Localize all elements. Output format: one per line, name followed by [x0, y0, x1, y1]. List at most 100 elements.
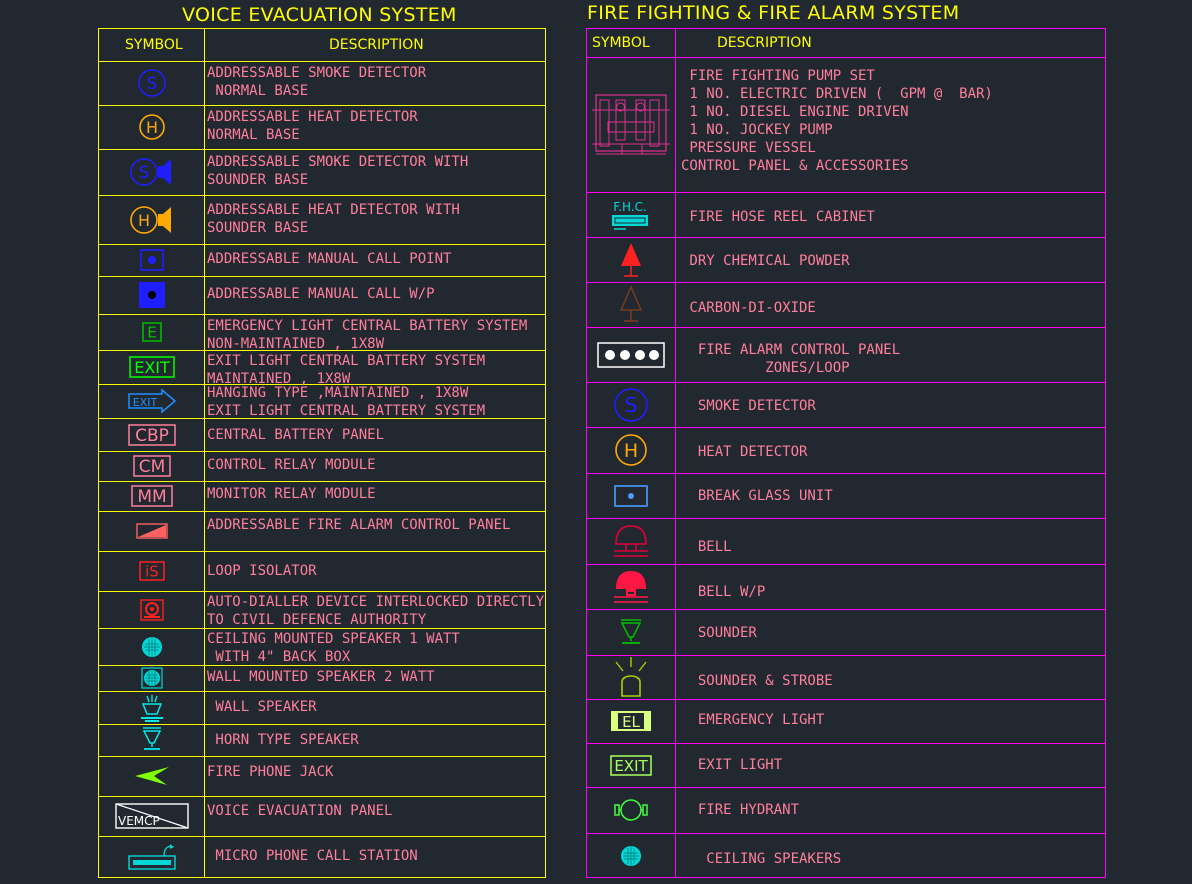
right-row-description: BREAK GLASS UNIT	[681, 487, 833, 505]
svg-text:H: H	[145, 118, 157, 137]
description-line: ADDRESSABLE HEAT DETECTOR WITH	[207, 202, 460, 218]
left-legend-row: WALL MOUNTED SPEAKER 2 WATT	[99, 665, 545, 691]
smoke-detector-icon: S	[137, 68, 167, 98]
row-divider	[99, 691, 545, 692]
row-divider	[587, 192, 1105, 193]
description-line: VOICE EVACUATION PANEL	[207, 803, 393, 819]
description-line: ADDRESSABLE MANUAL CALL W/P	[207, 286, 435, 302]
hanging-exit-sign-icon: EXIT	[127, 388, 176, 414]
description-line: 1 NO. ELECTRIC DRIVEN ( GPM @ BAR)	[681, 86, 993, 102]
left-legend-row: S ADDRESSABLE SMOKE DETECTOR WITH SOUNDER …	[99, 149, 545, 195]
svg-text:EXIT: EXIT	[132, 396, 157, 409]
left-row-description: WALL SPEAKER	[207, 698, 317, 716]
row-divider	[587, 382, 1105, 383]
description-line: DRY CHEMICAL POWDER	[681, 253, 850, 269]
description-line: SOUNDER & STROBE	[681, 673, 833, 689]
description-line: ADDRESSABLE MANUAL CALL POINT	[207, 251, 452, 267]
row-divider	[99, 418, 545, 419]
description-line: BREAK GLASS UNIT	[681, 488, 833, 504]
description-line: EMERGENCY LIGHT CENTRAL BATTERY SYSTEM	[207, 318, 528, 334]
description-line: LOOP ISOLATOR	[207, 563, 317, 579]
left-row-description: ADDRESSABLE FIRE ALARM CONTROL PANEL	[207, 516, 510, 534]
exit-light-icon: EXIT	[128, 356, 175, 378]
microphone-station-icon	[127, 844, 176, 870]
left-legend-row: FIRE PHONE JACK	[99, 756, 545, 796]
row-divider	[99, 836, 545, 837]
smoke-detector-sounder-icon: S	[129, 157, 175, 187]
description-line: WALL SPEAKER	[207, 699, 317, 715]
right-header-symbol: SYMBOL	[592, 35, 650, 51]
svg-text:iS: iS	[145, 562, 159, 580]
row-divider	[587, 327, 1105, 328]
heat-detector-icon: H	[614, 433, 648, 467]
left-row-description: LOOP ISOLATOR	[207, 562, 317, 580]
svg-text:MM: MM	[137, 487, 166, 507]
right-legend-row: EXIT EXIT LIGHT	[587, 743, 1105, 787]
row-divider	[99, 105, 545, 106]
emergency-light-icon: EL	[610, 710, 652, 732]
left-legend-row: VEMCP VOICE EVACUATION PANEL	[99, 796, 545, 836]
description-line: FIRE ALARM CONTROL PANEL	[681, 342, 901, 358]
right-legend-row: BREAK GLASS UNIT	[587, 473, 1105, 518]
right-row-description: DRY CHEMICAL POWDER	[681, 252, 850, 270]
right-legend-row: F.H.C. FIRE HOSE REEL CABINET	[587, 192, 1105, 237]
bell-wp-icon	[613, 569, 649, 605]
description-line: CEILING MOUNTED SPEAKER 1 WATT	[207, 631, 460, 647]
left-panel-title: VOICE EVACUATION SYSTEM	[182, 4, 457, 26]
description-line: HANGING TYPE ,MAINTAINED , 1X8W	[207, 385, 469, 401]
svg-text:S: S	[146, 74, 157, 94]
description-line: CONTROL RELAY MODULE	[207, 457, 376, 473]
right-row-description: BELL	[681, 538, 732, 556]
right-legend-row: SOUNDER & STROBE	[587, 655, 1105, 699]
row-divider	[587, 787, 1105, 788]
description-line: 1 NO. DIESEL ENGINE DRIVEN	[681, 104, 909, 120]
left-row-description: CENTRAL BATTERY PANEL	[207, 426, 384, 444]
description-line: SMOKE DETECTOR	[681, 398, 816, 414]
description-line: HEAT DETECTOR	[681, 444, 808, 460]
right-legend-row: EL EMERGENCY LIGHT	[587, 699, 1105, 743]
column-divider	[204, 29, 205, 877]
left-header-symbol: SYMBOL	[125, 37, 183, 53]
right-legend-row: S SMOKE DETECTOR	[587, 382, 1105, 427]
row-divider	[587, 473, 1105, 474]
description-line: WALL MOUNTED SPEAKER 2 WATT	[207, 669, 435, 685]
right-legend-row: BELL W/P	[587, 564, 1105, 609]
left-row-description: ADDRESSABLE SMOKE DETECTOR NORMAL BASE	[207, 64, 426, 100]
description-line: HORN TYPE SPEAKER	[207, 732, 359, 748]
left-row-description: AUTO-DIALLER DEVICE INTERLOCKED DIRECTLY…	[207, 593, 544, 629]
row-divider	[587, 282, 1105, 283]
right-row-description: FIRE ALARM CONTROL PANEL ZONES/LOOP	[681, 341, 900, 377]
exit-light-icon: EXIT	[610, 754, 652, 776]
sounder-strobe-icon	[610, 656, 652, 698]
svg-text:CBP: CBP	[135, 426, 169, 446]
left-row-description: FIRE PHONE JACK	[207, 763, 333, 781]
right-row-description: EMERGENCY LIGHT	[681, 711, 824, 729]
fire-hydrant-icon	[614, 799, 648, 821]
row-divider	[99, 451, 545, 452]
description-line: MAINTAINED , 1X8W	[207, 371, 351, 387]
left-legend-row: ADDRESSABLE FIRE ALARM CONTROL PANEL	[99, 511, 545, 551]
loop-isolator-icon: iS	[138, 561, 165, 581]
description-line: ADDRESSABLE HEAT DETECTOR	[207, 109, 418, 125]
row-divider	[99, 276, 545, 277]
right-row-description: CARBON-DI-OXIDE	[681, 299, 815, 317]
left-row-description: HANGING TYPE ,MAINTAINED , 1X8W EXIT LIGH…	[207, 384, 485, 420]
left-legend-row: CM CONTROL RELAY MODULE	[99, 451, 545, 481]
horn-speaker-icon	[140, 727, 164, 753]
left-legend-row: WALL SPEAKER	[99, 691, 545, 724]
emergency-light-e-icon: E	[141, 322, 162, 342]
row-divider	[99, 511, 545, 512]
description-line: MONITOR RELAY MODULE	[207, 486, 376, 502]
left-legend-row: CBP CENTRAL BATTERY PANEL	[99, 418, 545, 451]
left-row-description: MONITOR RELAY MODULE	[207, 485, 376, 503]
row-divider	[587, 655, 1105, 656]
svg-text:S: S	[625, 393, 638, 417]
row-divider	[587, 833, 1105, 834]
row-divider	[99, 724, 545, 725]
manual-call-wp-icon	[138, 282, 165, 308]
description-line: FIRE HYDRANT	[681, 802, 800, 818]
right-row-description: CEILING SPEAKERS	[681, 850, 841, 868]
row-divider	[99, 591, 545, 592]
row-divider	[587, 609, 1105, 610]
left-row-description: HORN TYPE SPEAKER	[207, 731, 359, 749]
